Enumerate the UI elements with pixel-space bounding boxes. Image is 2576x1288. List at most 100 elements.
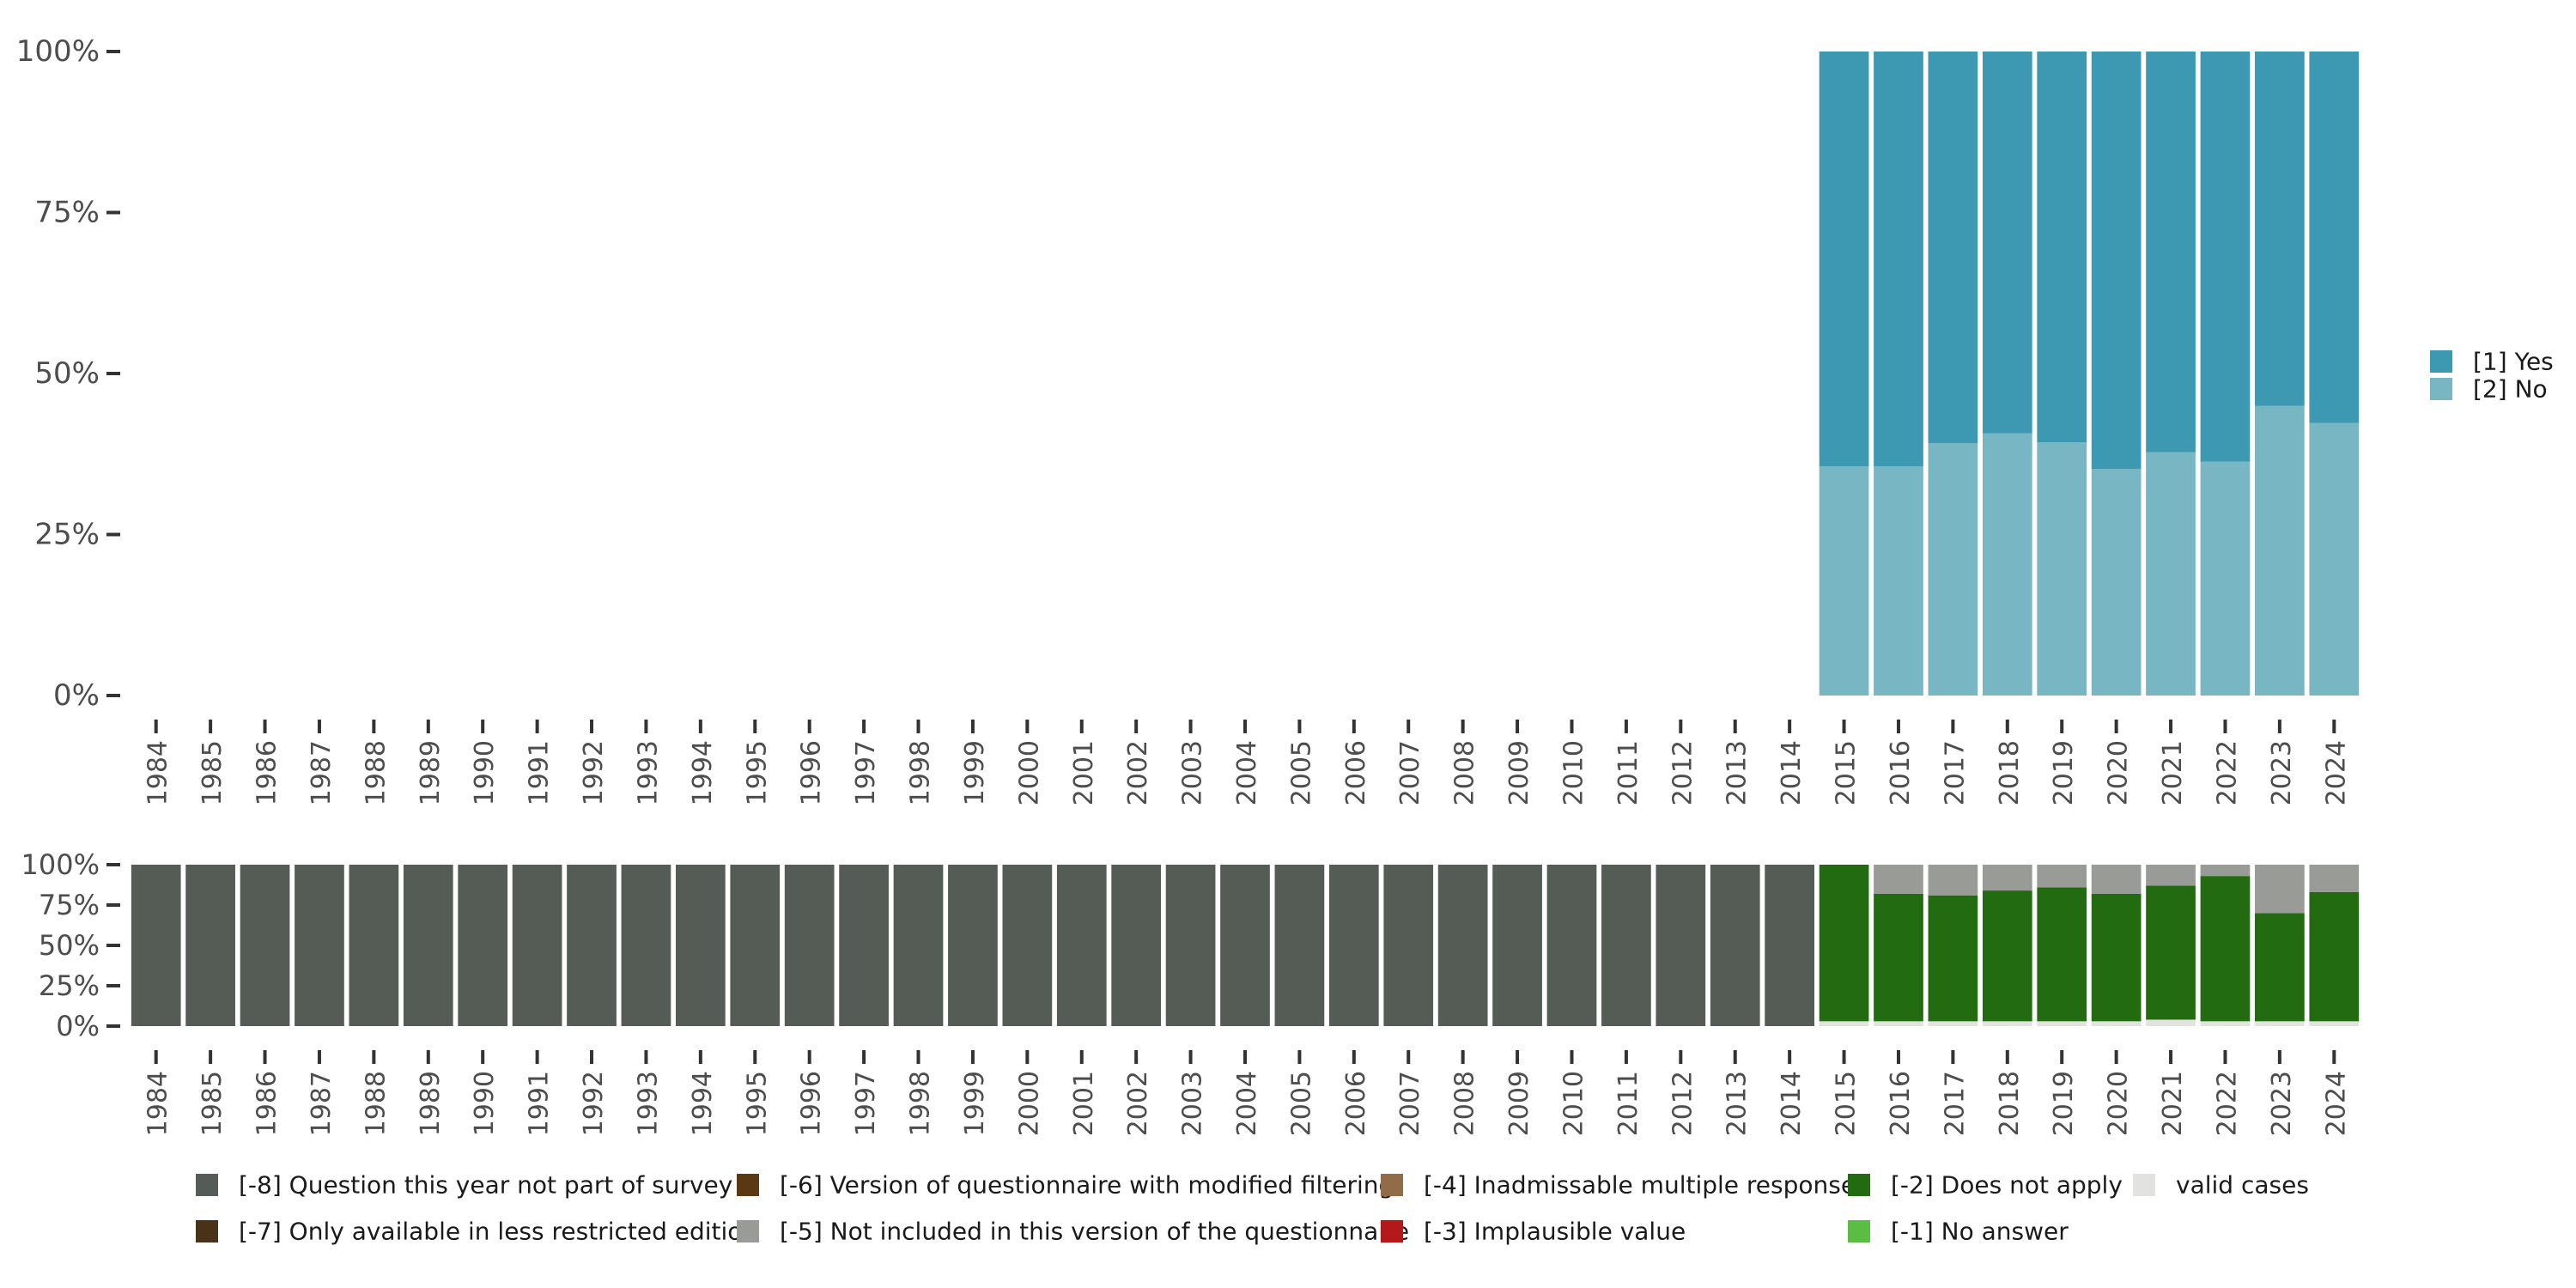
- bar-2-does-not-apply-2019: [2037, 887, 2087, 1022]
- bar-1-yes-2022: [2200, 52, 2251, 462]
- bar-8-question-this-year-not-part-of-survey-1991: [512, 865, 562, 1026]
- bar-2-does-not-apply-2018: [1982, 890, 2032, 1022]
- x-tick-label-2002: 2002: [1123, 1071, 1153, 1136]
- legend-label-5-not-included-in-this-version-of-the-questionnaire: [-5] Not included in this version of the…: [780, 1218, 1409, 1246]
- bar-1-yes-2021: [2146, 52, 2196, 453]
- x-tick-label-2009: 2009: [1504, 1071, 1534, 1136]
- y-tick-label: 75%: [39, 889, 100, 921]
- bar-2-no-2016: [1874, 466, 1923, 696]
- x-tick-label-2009: 2009: [1504, 740, 1534, 805]
- bar-8-question-this-year-not-part-of-survey-2004: [1220, 865, 1270, 1026]
- bar-5-not-included-in-this-version-of-the-questionnaire-2016: [1874, 865, 1923, 894]
- bottom-chart: 0% 25% 50% 75% 100% 1984 1985 1986 1987 1988 1989 1…: [21, 848, 2360, 1136]
- bar-8-question-this-year-not-part-of-survey-2003: [1165, 865, 1216, 1026]
- legend-label-8-question-this-year-not-part-of-survey: [-8] Question this year not part of surv…: [239, 1171, 732, 1200]
- x-tick-label-1989: 1989: [416, 1071, 446, 1136]
- bar-2-does-not-apply-2021: [2146, 885, 2196, 1020]
- x-tick-label-2011: 2011: [1613, 740, 1643, 805]
- x-tick-label-1996: 1996: [797, 1071, 827, 1136]
- x-tick-label-1990: 1990: [470, 1071, 500, 1136]
- bar-8-question-this-year-not-part-of-survey-1990: [458, 865, 508, 1026]
- bar-8-question-this-year-not-part-of-survey-1994: [676, 865, 726, 1026]
- y-tick-label: 75%: [34, 196, 100, 230]
- bar-5-not-included-in-this-version-of-the-questionnaire-2024: [2309, 865, 2360, 892]
- legend-swatch-7-only-available-in-less-restricted-edition: [196, 1220, 218, 1242]
- x-tick-label-1988: 1988: [361, 740, 391, 805]
- bar-2-no-2019: [2037, 442, 2087, 696]
- legend-label-4-inadmissable-multiple-response: [-4] Inadmissable multiple response: [1424, 1171, 1856, 1200]
- x-tick-label-2020: 2020: [2104, 1071, 2134, 1136]
- bar-8-question-this-year-not-part-of-survey-2002: [1111, 865, 1162, 1026]
- x-tick-label-2003: 2003: [1178, 740, 1208, 805]
- x-tick-label-1984: 1984: [143, 740, 173, 805]
- x-tick-label-1997: 1997: [851, 740, 881, 805]
- bar-8-question-this-year-not-part-of-survey-2010: [1546, 865, 1597, 1026]
- bar-8-question-this-year-not-part-of-survey-2012: [1656, 865, 1706, 1026]
- x-tick-label-2015: 2015: [1832, 1071, 1862, 1136]
- bar-valid-cases-2016: [1874, 1021, 1923, 1026]
- x-tick-label-2001: 2001: [1069, 1071, 1099, 1136]
- x-tick-label-2004: 2004: [1232, 740, 1262, 805]
- x-tick-label-1986: 1986: [252, 740, 283, 805]
- bar-5-not-included-in-this-version-of-the-questionnaire-2018: [1982, 865, 2032, 891]
- y-tick-label: 25%: [39, 969, 100, 1002]
- x-tick-label-2007: 2007: [1395, 1071, 1425, 1136]
- x-tick-label-2005: 2005: [1286, 1071, 1316, 1136]
- x-tick-label-2003: 2003: [1178, 1071, 1208, 1136]
- x-tick-label-2002: 2002: [1123, 740, 1153, 805]
- x-tick-label-2013: 2013: [1722, 1071, 1753, 1136]
- legend-label-1-yes: [1] Yes: [2473, 348, 2554, 376]
- y-tick-label: 50%: [39, 929, 100, 962]
- x-tick-label-2007: 2007: [1395, 740, 1425, 805]
- x-tick-label-2024: 2024: [2321, 1071, 2351, 1136]
- x-tick-label-2017: 2017: [1940, 1071, 1970, 1136]
- x-tick-label-2016: 2016: [1886, 740, 1916, 805]
- x-tick-label-2010: 2010: [1558, 740, 1589, 805]
- x-tick-label-2021: 2021: [2158, 740, 2188, 805]
- legend-swatch-2-no: [2430, 378, 2452, 400]
- legend-label-1-no-answer: [-1] No answer: [1891, 1218, 2069, 1246]
- bar-valid-cases-2018: [1982, 1021, 2032, 1026]
- x-tick-label-1989: 1989: [416, 740, 446, 805]
- y-tick-label: 0%: [53, 678, 100, 713]
- bar-valid-cases-2017: [1928, 1021, 1978, 1026]
- x-tick-label-2022: 2022: [2212, 740, 2242, 805]
- legend-label-2-no: [2] No: [2473, 375, 2548, 404]
- legend-label-valid-cases: valid cases: [2176, 1171, 2309, 1200]
- x-tick-label-1998: 1998: [906, 1071, 936, 1136]
- bar-valid-cases-2020: [2091, 1021, 2142, 1026]
- bar-8-question-this-year-not-part-of-survey-2009: [1492, 865, 1542, 1026]
- y-tick-label: 0%: [56, 1010, 100, 1042]
- bar-valid-cases-2022: [2200, 1021, 2251, 1026]
- bar-1-yes-2020: [2091, 52, 2142, 469]
- legend-label-3-implausible-value: [-3] Implausible value: [1424, 1218, 1686, 1246]
- x-tick-label-2008: 2008: [1450, 1071, 1480, 1136]
- x-tick-label-2021: 2021: [2158, 1071, 2188, 1136]
- bar-8-question-this-year-not-part-of-survey-2014: [1765, 865, 1814, 1026]
- x-tick-label-2013: 2013: [1722, 740, 1753, 805]
- x-tick-label-2019: 2019: [2049, 740, 2079, 805]
- bar-8-question-this-year-not-part-of-survey-1992: [567, 865, 617, 1026]
- x-tick-label-1995: 1995: [742, 1071, 772, 1136]
- bar-8-question-this-year-not-part-of-survey-1987: [295, 865, 344, 1026]
- bar-1-yes-2019: [2037, 52, 2087, 443]
- x-tick-label-1994: 1994: [688, 740, 718, 805]
- x-tick-label-2018: 2018: [1995, 1071, 2025, 1136]
- x-tick-label-1993: 1993: [633, 1071, 663, 1136]
- legend-swatch-valid-cases: [2133, 1174, 2155, 1196]
- bar-2-does-not-apply-2024: [2309, 891, 2360, 1022]
- bar-1-yes-2015: [1819, 52, 1869, 466]
- x-tick-label-2010: 2010: [1558, 1071, 1589, 1136]
- x-tick-label-1991: 1991: [525, 1071, 555, 1136]
- x-tick-label-1994: 1994: [688, 1071, 718, 1136]
- bar-8-question-this-year-not-part-of-survey-2008: [1437, 865, 1488, 1026]
- bar-8-question-this-year-not-part-of-survey-1995: [730, 865, 781, 1026]
- legend-swatch-1-yes: [2430, 350, 2452, 373]
- x-tick-label-1987: 1987: [307, 740, 337, 805]
- x-tick-label-1992: 1992: [579, 740, 609, 805]
- bar-8-question-this-year-not-part-of-survey-1988: [349, 865, 399, 1026]
- x-tick-label-2019: 2019: [2049, 1071, 2079, 1136]
- x-tick-label-1987: 1987: [307, 1071, 337, 1136]
- x-tick-label-1999: 1999: [960, 740, 990, 805]
